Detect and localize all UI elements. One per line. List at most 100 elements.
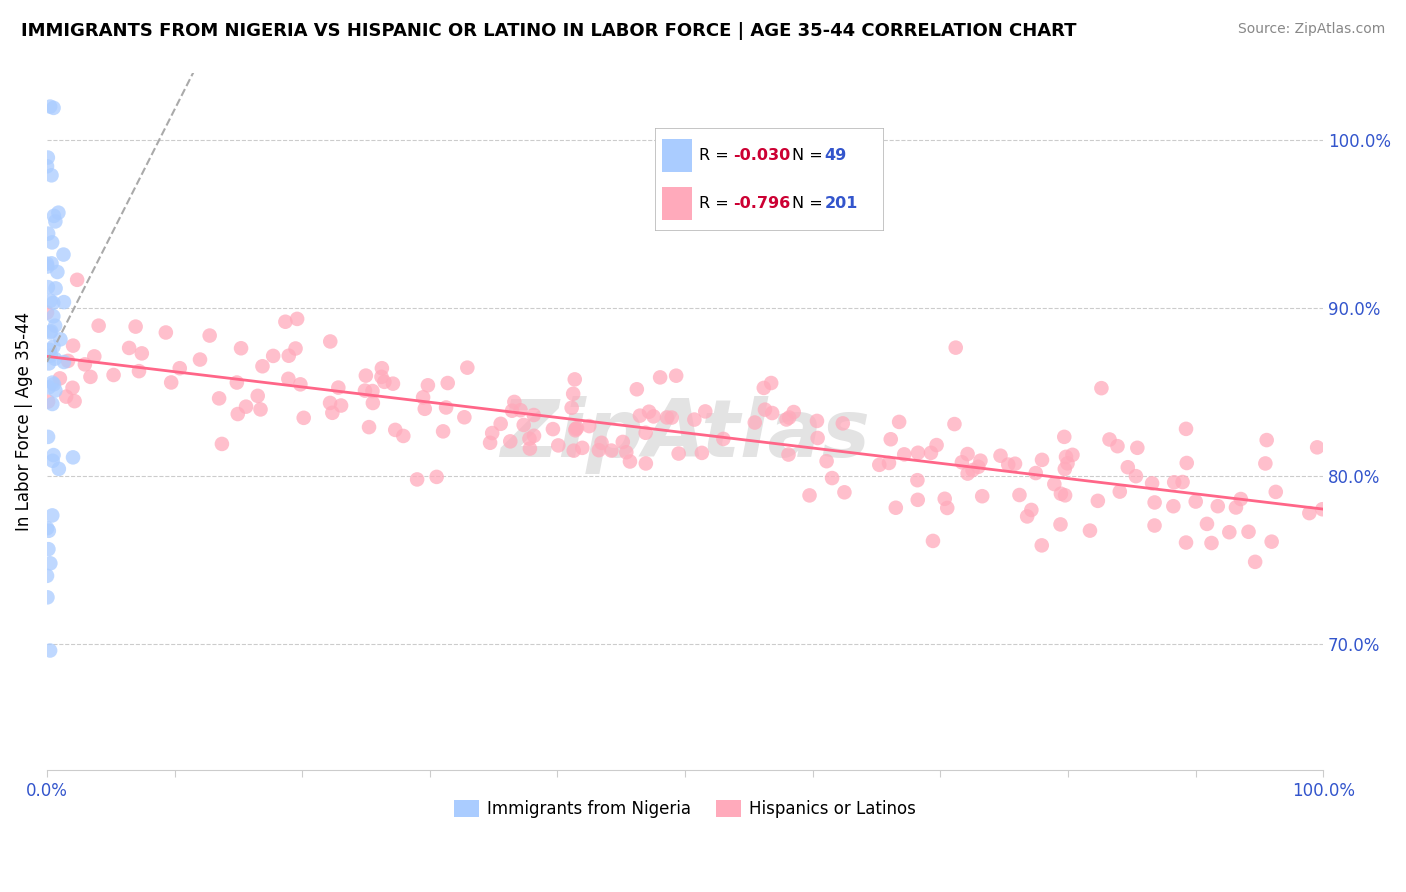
Point bbox=[361, 396, 384, 410]
Point bbox=[37, 591, 59, 605]
Point bbox=[63, 394, 86, 409]
Point bbox=[62, 381, 84, 395]
Point bbox=[619, 454, 641, 468]
Point bbox=[523, 408, 546, 422]
Point bbox=[783, 405, 806, 419]
Point bbox=[1140, 476, 1163, 491]
Point bbox=[905, 473, 928, 487]
Point bbox=[503, 395, 526, 409]
Point bbox=[778, 410, 800, 425]
Point bbox=[1053, 462, 1076, 476]
Legend: Immigrants from Nigeria, Hispanics or Latinos: Immigrants from Nigeria, Hispanics or La… bbox=[447, 793, 922, 824]
Point bbox=[1201, 536, 1223, 550]
Point bbox=[1175, 535, 1198, 549]
Text: Source: ZipAtlas.com: Source: ZipAtlas.com bbox=[1237, 22, 1385, 37]
Point bbox=[1126, 441, 1149, 455]
Bar bbox=[662, 139, 692, 172]
Point bbox=[131, 346, 153, 360]
Point bbox=[612, 434, 634, 449]
Point bbox=[42, 101, 65, 115]
Point bbox=[638, 405, 661, 419]
Point bbox=[815, 454, 838, 468]
Point bbox=[571, 441, 593, 455]
Point bbox=[934, 491, 956, 506]
Point bbox=[634, 457, 657, 471]
Point bbox=[225, 376, 247, 390]
Point bbox=[943, 417, 966, 431]
Point bbox=[1306, 441, 1329, 455]
Point bbox=[547, 438, 569, 452]
Point bbox=[950, 455, 973, 469]
Point bbox=[1025, 466, 1047, 480]
Point bbox=[564, 422, 586, 436]
Point bbox=[1218, 525, 1240, 540]
Point bbox=[370, 369, 392, 384]
Point bbox=[55, 390, 77, 404]
Point bbox=[1125, 469, 1147, 483]
Point bbox=[46, 265, 69, 279]
Point bbox=[591, 435, 613, 450]
Point bbox=[1053, 430, 1076, 444]
Point bbox=[453, 410, 475, 425]
Point bbox=[907, 446, 929, 460]
Point bbox=[1050, 487, 1073, 501]
Point bbox=[564, 372, 586, 386]
Point bbox=[436, 376, 458, 390]
Point bbox=[373, 375, 395, 389]
Point bbox=[49, 332, 72, 346]
Point bbox=[83, 350, 105, 364]
Point bbox=[35, 257, 58, 271]
Text: N =: N = bbox=[793, 148, 828, 163]
Point bbox=[39, 326, 62, 340]
Point bbox=[512, 417, 534, 432]
Point bbox=[160, 376, 183, 390]
Point bbox=[1031, 538, 1053, 552]
Text: 201: 201 bbox=[824, 196, 858, 211]
Point bbox=[118, 341, 141, 355]
Point bbox=[1230, 491, 1253, 506]
Point bbox=[668, 446, 690, 460]
Point bbox=[1264, 484, 1286, 499]
Point bbox=[41, 376, 63, 390]
Point bbox=[614, 445, 637, 459]
Point bbox=[1143, 495, 1166, 509]
Point bbox=[208, 392, 231, 406]
Point bbox=[41, 508, 63, 523]
Point bbox=[319, 396, 342, 410]
Point bbox=[277, 372, 299, 386]
Point bbox=[925, 438, 948, 452]
Point bbox=[48, 205, 70, 219]
Point bbox=[1171, 475, 1194, 489]
Point bbox=[198, 328, 221, 343]
Point bbox=[456, 360, 478, 375]
Point bbox=[956, 447, 979, 461]
Point bbox=[37, 430, 59, 444]
Point bbox=[39, 293, 62, 308]
Text: ZipAtlas: ZipAtlas bbox=[501, 396, 870, 475]
Point bbox=[252, 359, 274, 374]
Point bbox=[406, 472, 429, 486]
Point bbox=[392, 429, 415, 443]
Point bbox=[37, 521, 59, 535]
Point bbox=[41, 454, 63, 468]
Point bbox=[972, 489, 994, 503]
Point bbox=[37, 542, 59, 557]
Point bbox=[413, 401, 436, 416]
Point bbox=[1175, 422, 1198, 436]
Point bbox=[936, 500, 959, 515]
Point bbox=[426, 470, 449, 484]
Point bbox=[1298, 506, 1320, 520]
Point bbox=[52, 247, 75, 261]
Point bbox=[188, 352, 211, 367]
Point bbox=[650, 370, 672, 384]
Point bbox=[42, 340, 65, 354]
Point bbox=[588, 443, 610, 458]
Point bbox=[907, 492, 929, 507]
Point bbox=[661, 410, 683, 425]
Point bbox=[799, 488, 821, 502]
Point bbox=[562, 443, 585, 458]
Point bbox=[562, 386, 585, 401]
Point bbox=[821, 471, 844, 485]
Point bbox=[361, 384, 384, 398]
Point bbox=[969, 453, 991, 467]
